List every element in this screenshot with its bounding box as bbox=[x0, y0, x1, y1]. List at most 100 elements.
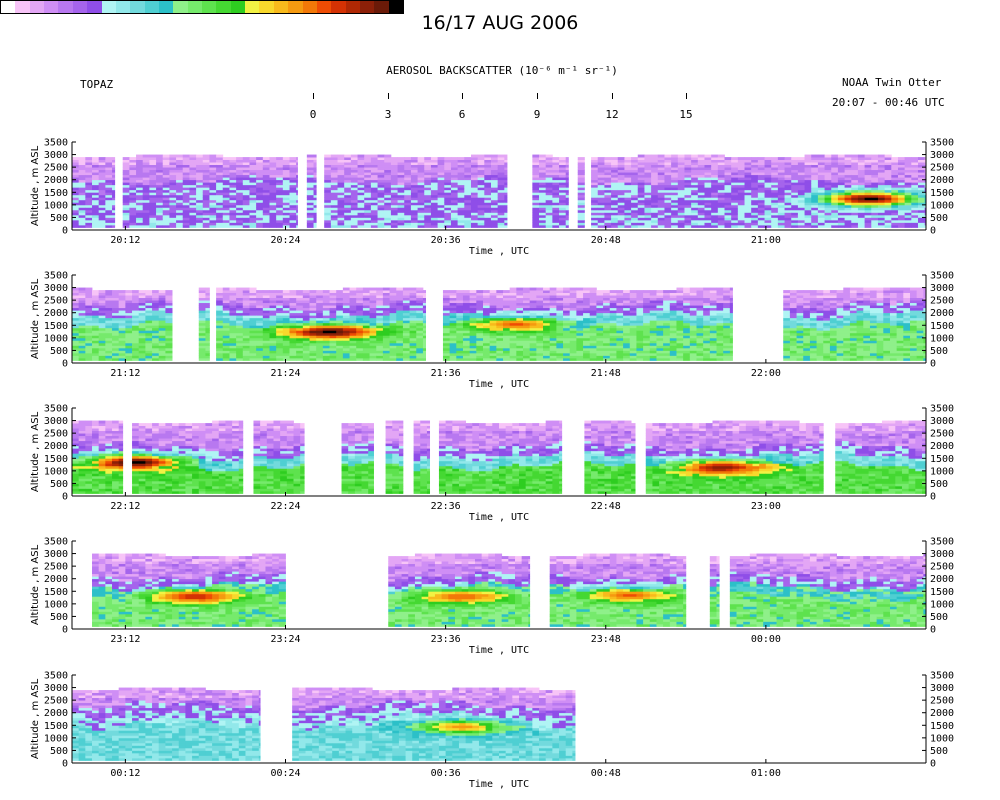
data-cell bbox=[143, 160, 150, 163]
data-cell bbox=[438, 165, 445, 168]
data-cell bbox=[290, 348, 297, 351]
data-cell bbox=[464, 162, 471, 165]
data-cell bbox=[343, 290, 350, 293]
data-cell bbox=[189, 225, 196, 228]
data-cell bbox=[263, 355, 270, 358]
data-cell bbox=[398, 182, 405, 185]
data-cell bbox=[631, 220, 638, 223]
data-cell bbox=[92, 205, 99, 208]
data-cell bbox=[778, 175, 785, 178]
data-cell bbox=[878, 185, 885, 188]
data-cell bbox=[638, 177, 645, 180]
data-cell bbox=[498, 202, 505, 205]
data-cell bbox=[491, 215, 498, 218]
data-cell bbox=[323, 325, 330, 328]
data-cell bbox=[765, 187, 772, 190]
data-cell bbox=[112, 340, 119, 343]
data-cell bbox=[324, 222, 331, 225]
data-cell bbox=[129, 162, 136, 165]
data-cell bbox=[243, 195, 250, 198]
data-cell bbox=[671, 167, 678, 170]
data-cell bbox=[878, 182, 885, 185]
data-cell bbox=[209, 217, 216, 220]
data-cell bbox=[92, 298, 99, 301]
data-cell bbox=[105, 338, 112, 341]
data-cell bbox=[330, 293, 337, 296]
data-cell bbox=[858, 172, 865, 175]
data-cell bbox=[751, 180, 758, 183]
data-cell bbox=[898, 210, 905, 213]
data-cell bbox=[85, 210, 92, 213]
data-cell bbox=[358, 207, 365, 210]
data-cell bbox=[236, 355, 243, 358]
data-cell bbox=[199, 358, 206, 361]
data-cell bbox=[451, 162, 458, 165]
y-tick-label-right: 0 bbox=[930, 226, 936, 237]
data-cell bbox=[918, 220, 925, 223]
data-cell bbox=[243, 207, 250, 210]
data-cell bbox=[216, 300, 223, 303]
data-cell bbox=[324, 217, 331, 220]
data-cell bbox=[123, 217, 130, 220]
data-cell bbox=[145, 330, 152, 333]
data-cell bbox=[119, 310, 126, 313]
data-cell bbox=[290, 350, 297, 353]
data-cell bbox=[491, 175, 498, 178]
data-cell bbox=[129, 217, 136, 220]
data-cell bbox=[159, 303, 166, 306]
data-cell bbox=[664, 170, 671, 173]
data-cell bbox=[183, 217, 190, 220]
data-cell bbox=[324, 180, 331, 183]
data-cell bbox=[323, 355, 330, 358]
data-cell bbox=[658, 202, 665, 205]
data-cell bbox=[471, 205, 478, 208]
data-cell bbox=[249, 157, 256, 160]
data-cell bbox=[125, 345, 132, 348]
data-cell bbox=[119, 333, 126, 336]
data-cell bbox=[105, 355, 112, 358]
data-cell bbox=[243, 330, 250, 333]
data-cell bbox=[905, 167, 912, 170]
data-cell bbox=[209, 177, 216, 180]
data-cell bbox=[196, 160, 203, 163]
data-cell bbox=[438, 187, 445, 190]
data-cell bbox=[410, 333, 417, 336]
data-cell bbox=[243, 348, 250, 351]
data-cell bbox=[611, 225, 618, 228]
data-cell bbox=[199, 305, 206, 308]
data-cell bbox=[403, 343, 410, 346]
data-cell bbox=[451, 160, 458, 163]
data-cell bbox=[443, 298, 450, 301]
data-cell bbox=[758, 157, 765, 160]
data-cell bbox=[858, 187, 865, 190]
data-cell bbox=[818, 185, 825, 188]
data-cell bbox=[356, 298, 363, 301]
data-cell bbox=[424, 202, 431, 205]
data-cell bbox=[378, 225, 385, 228]
data-cell bbox=[139, 345, 146, 348]
data-cell bbox=[624, 215, 631, 218]
data-cell bbox=[378, 175, 385, 178]
data-cell bbox=[249, 338, 256, 341]
data-cell bbox=[559, 172, 566, 175]
data-cell bbox=[478, 192, 485, 195]
data-cell bbox=[725, 215, 732, 218]
data-cell bbox=[758, 210, 765, 213]
data-cell bbox=[431, 197, 438, 200]
data-cell bbox=[396, 355, 403, 358]
data-cell bbox=[478, 197, 485, 200]
data-cell bbox=[79, 177, 86, 180]
data-cell bbox=[451, 202, 458, 205]
data-cell bbox=[424, 182, 431, 185]
data-cell bbox=[438, 170, 445, 173]
data-cell bbox=[125, 320, 132, 323]
data-cell bbox=[378, 187, 385, 190]
data-cell bbox=[249, 313, 256, 316]
data-cell bbox=[591, 205, 598, 208]
data-cell bbox=[644, 185, 651, 188]
data-cell bbox=[390, 333, 397, 336]
data-cell bbox=[539, 157, 546, 160]
data-cell bbox=[871, 175, 878, 178]
data-cell bbox=[223, 320, 230, 323]
data-cell bbox=[504, 185, 507, 188]
